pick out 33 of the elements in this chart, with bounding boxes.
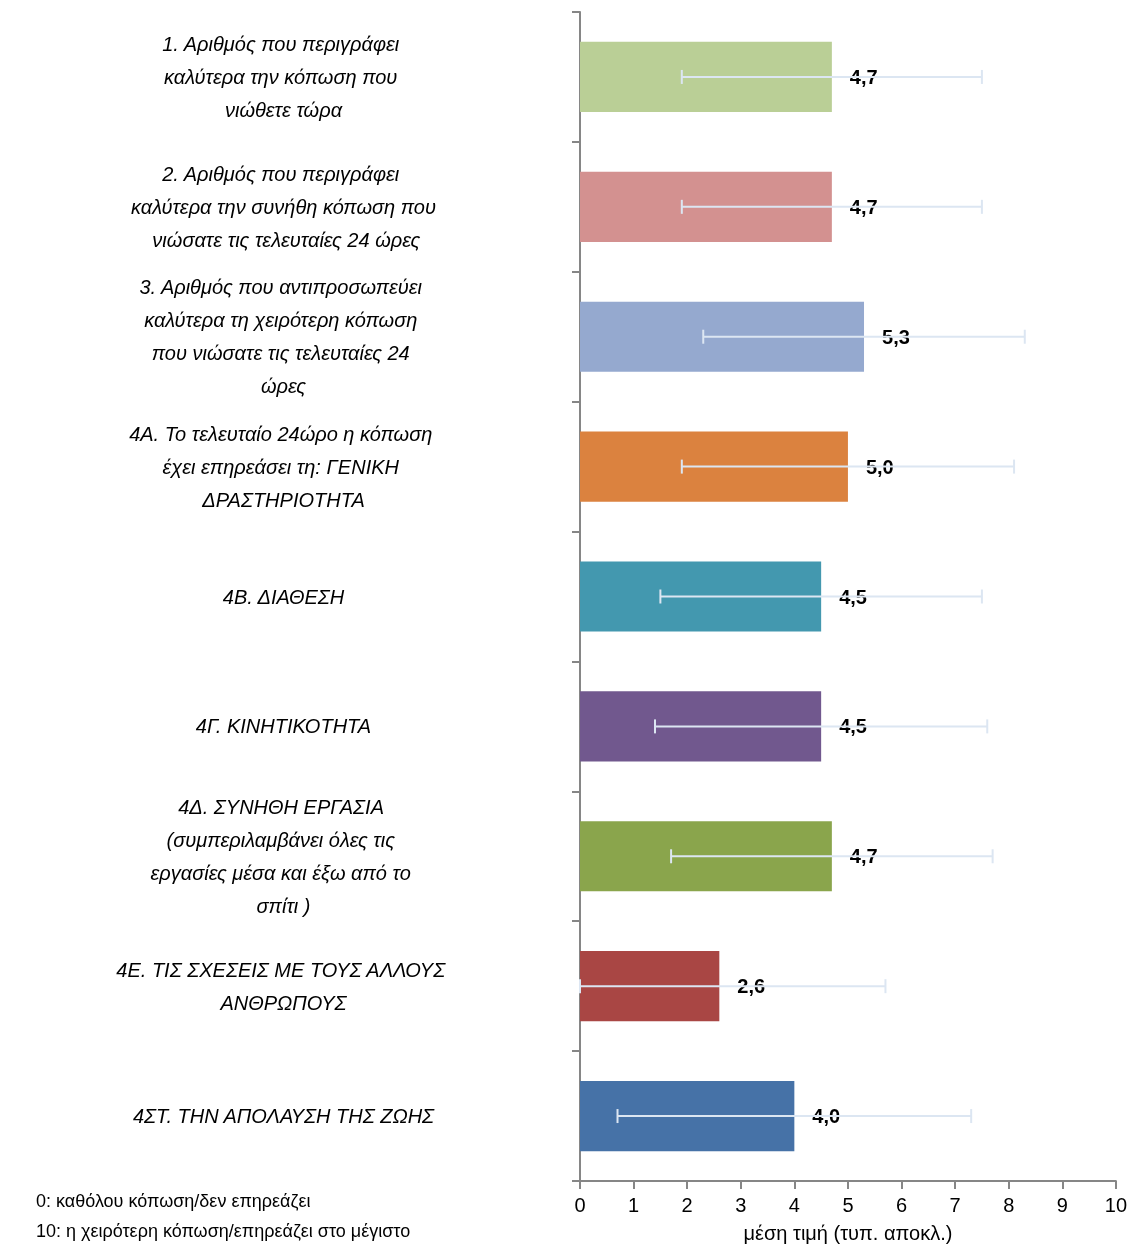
x-tick-label: 6 [895, 1194, 908, 1216]
bar [580, 431, 848, 502]
x-tick-label: 3 [735, 1194, 747, 1216]
bar [580, 821, 832, 892]
data-label: 4,7 [849, 195, 878, 218]
x-tick-label: 1 [628, 1194, 640, 1216]
bar [580, 1080, 795, 1152]
x-axis-title: μέση τιμή (τυπ. αποκλ.) [743, 1222, 953, 1244]
bar [580, 561, 822, 632]
text: 0: καθόλου κόπωση/δεν επηρεάζει [36, 1191, 311, 1211]
bar [580, 171, 832, 242]
y-tick-label: 4Ε. ΤΙΣ ΣΧΕΣΕΙΣ ΜΕ ΤΟΥΣ ΑΛΛΟΥΣ ΑΝΘΡΩΠΟΥΣ [116, 958, 451, 1014]
x-tick-label: 9 [1056, 1194, 1068, 1216]
x-tick-label: 10 [1104, 1194, 1127, 1216]
bar [580, 301, 865, 372]
bar [580, 691, 822, 762]
y-tick-label: 4Γ. ΚΙΝΗΤΙΚΟΤΗΤΑ [195, 715, 372, 738]
x-tick-label: 0 [574, 1194, 586, 1216]
y-tick-label: 4Β. ΔΙΑΘΕΣΗ [222, 585, 345, 608]
x-tick-label: 5 [842, 1194, 854, 1216]
bar [580, 951, 720, 1022]
y-tick-label: 4Α. Το τελευταίο 24ώρο η κόπωση έχει επηρεάσει τη: ΓΕΝΙΚΗ ΔΡΑΣΤΗΡΙΟΤΗΤΑ [129, 422, 438, 511]
y-tick-label: 1. Αριθμός που περιγράφει καλύτερα την κόπωση που νιώθετε τώρα [162, 32, 405, 121]
x-tick-label: 2 [681, 1194, 693, 1216]
x-tick-label: 4 [788, 1194, 800, 1216]
text: 10: η χειρότερη κόπωση/επηρεάζει στο μέγιστο [36, 1221, 411, 1241]
y-tick-label: 3. Αριθμός που αντιπροσωπεύει καλύτερα τη χειρότερη κόπωση που νιώσατε τις τελευταίες 24 ώρες [139, 276, 428, 398]
x-tick-label: 8 [1003, 1194, 1015, 1216]
y-tick-label: 4Δ. ΣΥΝΗΘΗ ΕΡΓΑΣΙΑ (συμπεριλαμβάνει όλες τις εργασίες μέσα και έξω από το σπίτι ) [150, 795, 417, 917]
x-tick-label: 7 [949, 1194, 961, 1216]
y-tick-label: 2. Αριθμός που περιγράφει καλύτερα την συνήθη κόπωση που νιώσατε τις τελευταίες 24 ώρες [131, 162, 436, 251]
bar [580, 41, 832, 113]
y-tick-label: 4ΣΤ. ΤΗΝ ΑΠΟΛΑΥΣΗ ΤΗΣ ΖΩΗΣ [132, 1105, 436, 1128]
